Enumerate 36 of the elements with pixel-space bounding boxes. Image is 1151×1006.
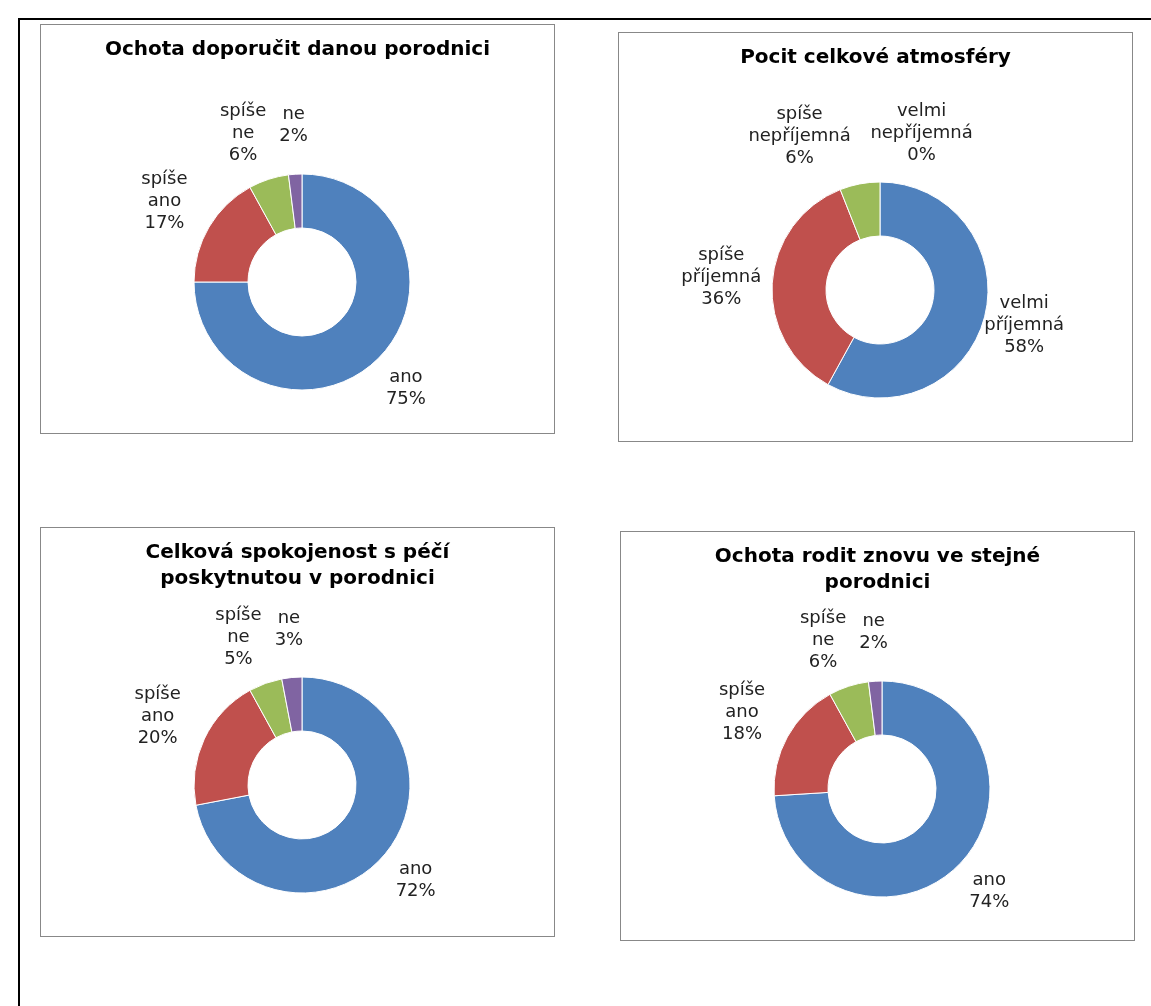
data-label: 6% [785, 145, 814, 167]
data-label: 5% [224, 646, 253, 668]
chart-title: Ochota doporučit danou porodnici [103, 35, 492, 61]
slice-label: spíše ne [219, 98, 267, 142]
slice-label: spíše ne [215, 602, 262, 646]
slice-label: spíše nepříjemná [748, 101, 851, 145]
data-label: 3% [274, 627, 304, 649]
chart-title: Celková spokojenost s péčí poskytnutou v porodnici [144, 538, 451, 590]
data-label: 20% [137, 725, 178, 747]
slice-label: spíše ano [141, 166, 188, 210]
data-label: 72% [395, 878, 436, 900]
data-label: 36% [701, 286, 742, 308]
slice-label: spíše příjemná [681, 242, 762, 286]
slice-label: ano [972, 867, 1006, 889]
data-label: 74% [969, 889, 1010, 911]
slice-label: spíše ano [134, 681, 181, 725]
data-label: 75% [385, 386, 426, 408]
slice-label: ano [398, 856, 433, 878]
chart-title: Pocit celkové atmosféry [739, 43, 1012, 69]
slice-label: spíše ne [799, 605, 847, 649]
slice-label: velmi příjemná [984, 290, 1065, 334]
data-label: 2% [279, 123, 308, 145]
chart-title: Ochota rodit znovu ve stejné porodnici [713, 542, 1042, 594]
data-label: 18% [722, 721, 763, 743]
data-label: 6% [228, 142, 258, 164]
data-label: 6% [808, 649, 838, 671]
category-label: velmi nepříjemná [870, 98, 973, 142]
slice-label: ano [389, 364, 423, 386]
slice-label: spíše ano [718, 677, 766, 721]
slice-label: ne [277, 605, 301, 627]
text: 0% [907, 142, 936, 164]
data-label: 17% [144, 210, 185, 232]
slice-label: ne [282, 101, 305, 123]
slice-label: ne [862, 608, 885, 630]
data-label: 58% [1004, 334, 1045, 356]
data-label: 2% [859, 630, 888, 652]
